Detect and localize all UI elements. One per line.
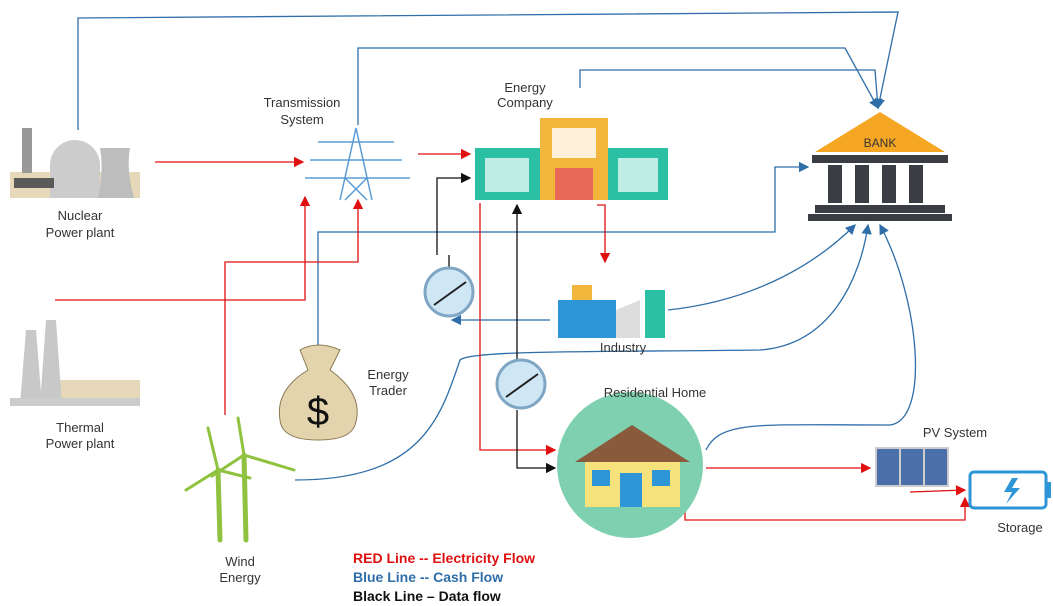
wind-label: Wind [225, 554, 255, 569]
wind-icon [186, 418, 294, 540]
thermal-icon [10, 320, 140, 406]
nuclear-label: Power plant [46, 225, 115, 240]
pv-icon [876, 448, 948, 486]
bank-icon [808, 112, 952, 221]
transmission-label: System [280, 112, 323, 127]
transmission-label: Transmission [264, 95, 341, 110]
data-flow-lines [437, 178, 555, 468]
cash-flow-lines [78, 12, 915, 480]
company-label: Company [497, 95, 553, 110]
meter-icons [425, 268, 545, 408]
trader-label: Energy [367, 367, 409, 382]
diagram: $ Nuclear Power [0, 0, 1053, 606]
thermal-label: Power plant [46, 436, 115, 451]
money-bag-icon: $ [279, 345, 357, 440]
home-icon [557, 392, 703, 538]
industry-label: Industry [600, 340, 647, 355]
legend-item: Blue Line -- Cash Flow [353, 569, 503, 585]
trader-label: Trader [369, 383, 407, 398]
industry-icon [558, 285, 665, 338]
dollar-symbol: $ [307, 390, 329, 434]
thermal-label: Thermal [56, 420, 104, 435]
company-label: Energy [504, 80, 546, 95]
wind-label: Energy [219, 570, 261, 585]
storage-label: Storage [997, 520, 1043, 535]
nuclear-label: Nuclear [58, 208, 103, 223]
storage-icon [970, 472, 1051, 508]
legend-item: RED Line -- Electricity Flow [353, 550, 535, 566]
transmission-icon [305, 128, 410, 200]
legend-item: Black Line – Data flow [353, 588, 501, 604]
energy-company-icon [475, 118, 668, 200]
pv-label: PV System [923, 425, 987, 440]
bank-label: BANK [864, 136, 897, 150]
nuclear-icon [10, 128, 140, 198]
home-label: Residential Home [604, 385, 707, 400]
